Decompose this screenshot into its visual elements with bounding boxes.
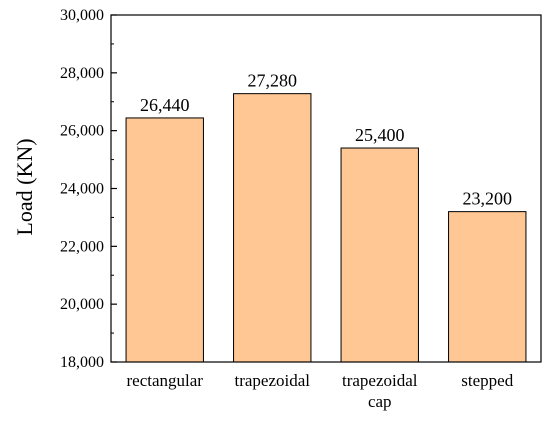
bar-0 [125,117,204,363]
y-tick-label-0: 18,000 [60,354,104,371]
data-label-2: 25,400 [355,125,405,145]
category-label-3: stepped [461,371,513,390]
y-axis-title: Load (KN) [12,138,37,235]
bar-2 [340,147,419,363]
category-label-1: trapezoidal [234,371,310,390]
y-tick-label-5: 28,000 [60,65,104,82]
y-tick-label-3: 24,000 [60,181,104,198]
y-tick-label-6: 30,000 [60,7,104,24]
y-tick-label-2: 22,000 [60,238,104,255]
y-tick-label-1: 20,000 [60,296,104,313]
category-label-0: rectangular [127,371,204,390]
category-label-2-0: trapezoidal [342,371,418,390]
bar-3 [448,211,527,363]
data-label-3: 23,200 [463,189,513,209]
y-tick-label-4: 26,000 [60,123,104,140]
data-label-0: 26,440 [140,95,190,115]
data-label-1: 27,280 [248,71,298,91]
category-label-2-1: cap [368,392,392,411]
bar-1 [233,93,312,363]
